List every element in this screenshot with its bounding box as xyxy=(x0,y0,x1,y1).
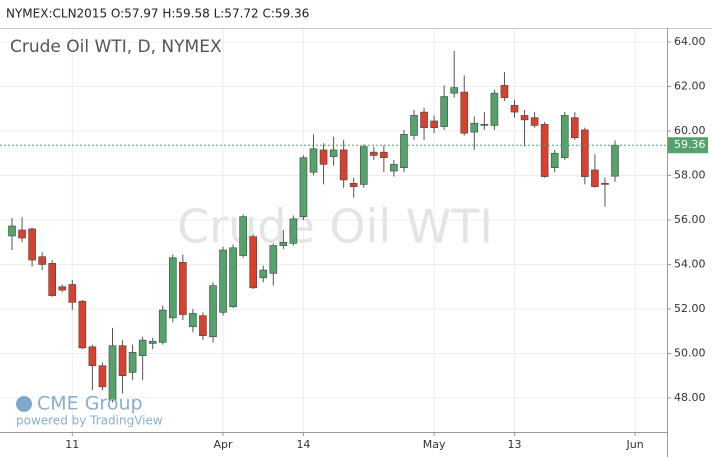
candle-body xyxy=(581,129,589,177)
candle-body xyxy=(380,151,388,158)
candle-body xyxy=(259,269,268,279)
x-tick-label: Jun xyxy=(626,438,644,451)
candle-body xyxy=(18,229,26,239)
candle-body xyxy=(349,182,358,187)
logo: CME Group powered by TradingView xyxy=(16,393,163,428)
candle-body xyxy=(219,249,227,313)
candle-body xyxy=(550,152,559,169)
axes: 48.00 50.00 52.00 54.00 56.00 58.00 60.00 62.00… xyxy=(65,35,708,451)
candle-body xyxy=(369,151,378,156)
candle-body xyxy=(400,134,408,169)
candle-body xyxy=(229,247,237,308)
y-tick-label: 58.00 xyxy=(674,168,706,181)
candle-body xyxy=(118,345,127,377)
chart-title: Crude Oil WTI, D, NYMEX xyxy=(10,37,222,57)
x-tick-label: May xyxy=(423,438,446,451)
candle-body xyxy=(309,148,318,173)
candle-body xyxy=(329,149,338,157)
candle-body xyxy=(138,339,147,356)
candle-body xyxy=(410,115,418,136)
candle-body xyxy=(470,122,479,133)
candle-body xyxy=(279,241,288,246)
logo-icon xyxy=(16,396,32,412)
candle-body xyxy=(158,309,167,343)
candle-body xyxy=(209,285,217,338)
candle-body xyxy=(390,164,398,172)
y-tick-label: 48.00 xyxy=(674,391,706,404)
candles xyxy=(0,50,667,403)
candle-body xyxy=(450,87,459,94)
logo-text: CME Group xyxy=(37,393,143,415)
candle-body xyxy=(199,315,207,336)
candle-body xyxy=(500,85,509,98)
candle-body xyxy=(430,120,438,128)
candle-body xyxy=(78,300,87,349)
x-tick-label: 14 xyxy=(296,438,310,451)
candle-body xyxy=(420,111,428,128)
candle-body xyxy=(68,284,77,303)
candle-body xyxy=(490,92,499,126)
candle-body xyxy=(98,365,107,388)
candle-body xyxy=(319,149,328,165)
candle-body xyxy=(460,91,469,134)
y-tick-label: 54.00 xyxy=(674,257,706,270)
candle-body xyxy=(239,216,247,256)
candle-body xyxy=(179,261,187,315)
y-tick-label: 60.00 xyxy=(674,124,706,137)
y-tick-label: 62.00 xyxy=(674,80,706,93)
candle-body xyxy=(299,157,308,217)
candle-body xyxy=(359,146,368,185)
candle-body xyxy=(611,144,619,177)
candle-body xyxy=(520,115,529,121)
x-tick-label: Apr xyxy=(214,438,234,451)
candle-body xyxy=(8,225,16,237)
candle-body xyxy=(480,124,489,126)
candle-body xyxy=(249,236,257,289)
candle-body xyxy=(48,263,57,296)
x-tick-label: 11 xyxy=(65,438,79,451)
candle-body xyxy=(601,182,609,185)
candle-body xyxy=(510,105,519,113)
candle-body xyxy=(289,218,298,244)
candle-body xyxy=(169,257,177,319)
x-tick-label: 13 xyxy=(508,438,522,451)
candle-body xyxy=(339,149,348,181)
y-tick-label: 64.00 xyxy=(674,35,706,48)
header: NYMEX:CLN2015 O:57.97 H:59.58 L:57.72 C:… xyxy=(6,7,309,21)
candle-body xyxy=(560,115,569,158)
y-tick-label: 50.00 xyxy=(674,346,706,359)
y-tick-label: 56.00 xyxy=(674,213,706,226)
candle-body xyxy=(148,340,157,344)
last-price-label: 59.36 xyxy=(674,138,706,151)
watermark: Crude Oil WTI xyxy=(177,200,493,254)
candle-body xyxy=(269,245,278,274)
candle-body xyxy=(530,117,539,126)
candle-body xyxy=(108,345,117,401)
last-price-box xyxy=(668,137,708,154)
candle-body xyxy=(58,286,67,291)
candle-body xyxy=(570,117,579,138)
candle-body xyxy=(128,352,137,373)
candle-body xyxy=(88,346,97,367)
candle-body xyxy=(38,256,46,265)
candle-body xyxy=(591,169,599,187)
y-tick-label: 52.00 xyxy=(674,302,706,315)
credit: powered by TradingView xyxy=(16,414,163,428)
candle-body xyxy=(189,313,197,328)
candle-body xyxy=(28,228,36,261)
candle-body xyxy=(440,96,448,127)
candle-body xyxy=(540,124,549,177)
